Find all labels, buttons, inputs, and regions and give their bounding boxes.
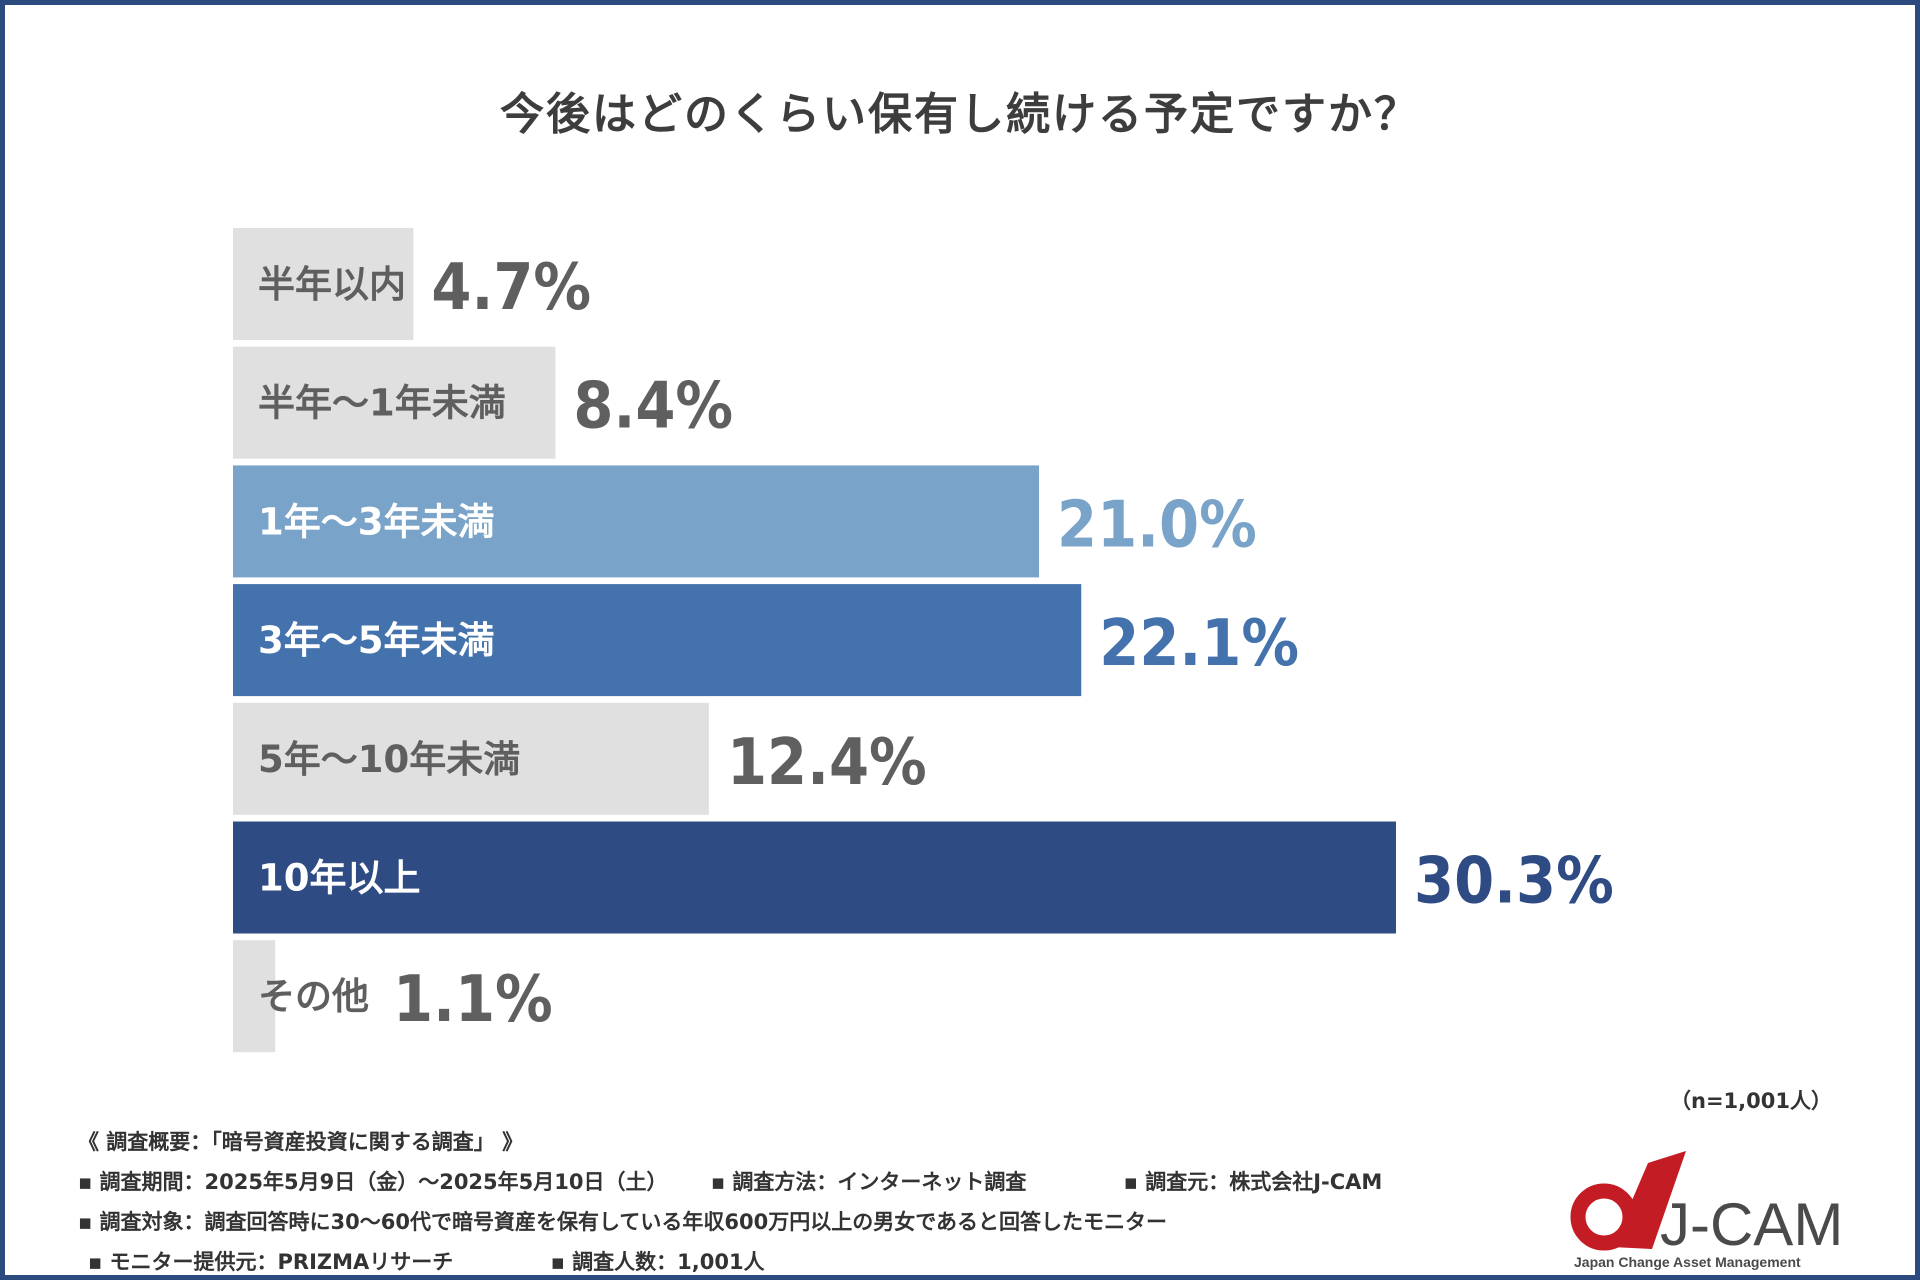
jcam-mark-icon [1570, 1151, 1686, 1251]
survey-method: ▪ 調査方法：インターネット調査 [710, 1170, 1027, 1194]
value-label-1: 8.4% [573, 370, 733, 444]
value-label-0: 4.7% [431, 251, 591, 325]
bar-0 [233, 228, 414, 340]
survey-overview: 《 調査概要：「暗号資産投資に関する調査」 》 ▪ 調査期間：2025年5月9日… [78, 1122, 1382, 1282]
jcam-logo: J-CAM Japan Change Asset Management [1570, 1151, 1843, 1270]
bar-5 [233, 821, 1396, 934]
category-label-5: 10年以上 [258, 857, 421, 900]
bar-2 [233, 465, 1040, 578]
overview-row-1: ▪ 調査期間：2025年5月9日（金）〜2025年5月10日（土） ▪ 調査方法… [78, 1162, 1382, 1202]
bar-chart: 半年以内 4.7% 半年〜1年未満 8.4% 1年〜3年未満 21.0% 3年〜5年未満 22… [233, 228, 1614, 1053]
logo-tagline: Japan Change Asset Management [1574, 1254, 1801, 1270]
bar-6 [233, 940, 276, 1053]
value-label-5: 30.3% [1414, 845, 1614, 919]
monitor-provider: ▪ モニター提供元：PRIZMAリサーチ [88, 1250, 454, 1274]
category-label-2: 1年〜3年未満 [258, 500, 495, 543]
logo-name: J-CAM [1660, 1191, 1843, 1258]
survey-period: ▪ 調査期間：2025年5月9日（金）〜2025年5月10日（土） [78, 1170, 668, 1194]
overview-heading: 《 調査概要：「暗号資産投資に関する調査」 》 [78, 1130, 524, 1154]
value-label-4: 12.4% [727, 726, 927, 800]
sample-size-note: （n=1,001人） [1670, 1089, 1832, 1113]
bar-1 [233, 346, 556, 459]
survey-target: ▪ 調査対象：調査回答時に30〜60代で暗号資産を保有している年収600万円以上… [78, 1210, 1167, 1234]
bar-4 [233, 702, 709, 815]
value-label-6: 1.1% [393, 963, 553, 1037]
category-label-4: 5年〜10年未満 [258, 738, 520, 781]
survey-source: ▪ 調査元：株式会社J-CAM [1123, 1170, 1383, 1194]
category-label-0: 半年以内 [258, 263, 406, 306]
survey-count: ▪ 調査人数：1,001人 [550, 1250, 765, 1274]
chart-title: 今後はどのくらい保有し続ける予定ですか？ [500, 89, 1420, 140]
category-label-1: 半年〜1年未満 [258, 382, 506, 425]
value-label-2: 21.0% [1057, 488, 1257, 562]
category-label-6: その他 [258, 975, 369, 1018]
bar-3 [233, 584, 1082, 697]
category-label-3: 3年〜5年未満 [258, 619, 495, 662]
value-label-3: 22.1% [1099, 607, 1299, 681]
overview-row-4: ▪ モニター提供元：PRIZMAリサーチ ▪ 調査人数：1,001人 [78, 1242, 1382, 1282]
